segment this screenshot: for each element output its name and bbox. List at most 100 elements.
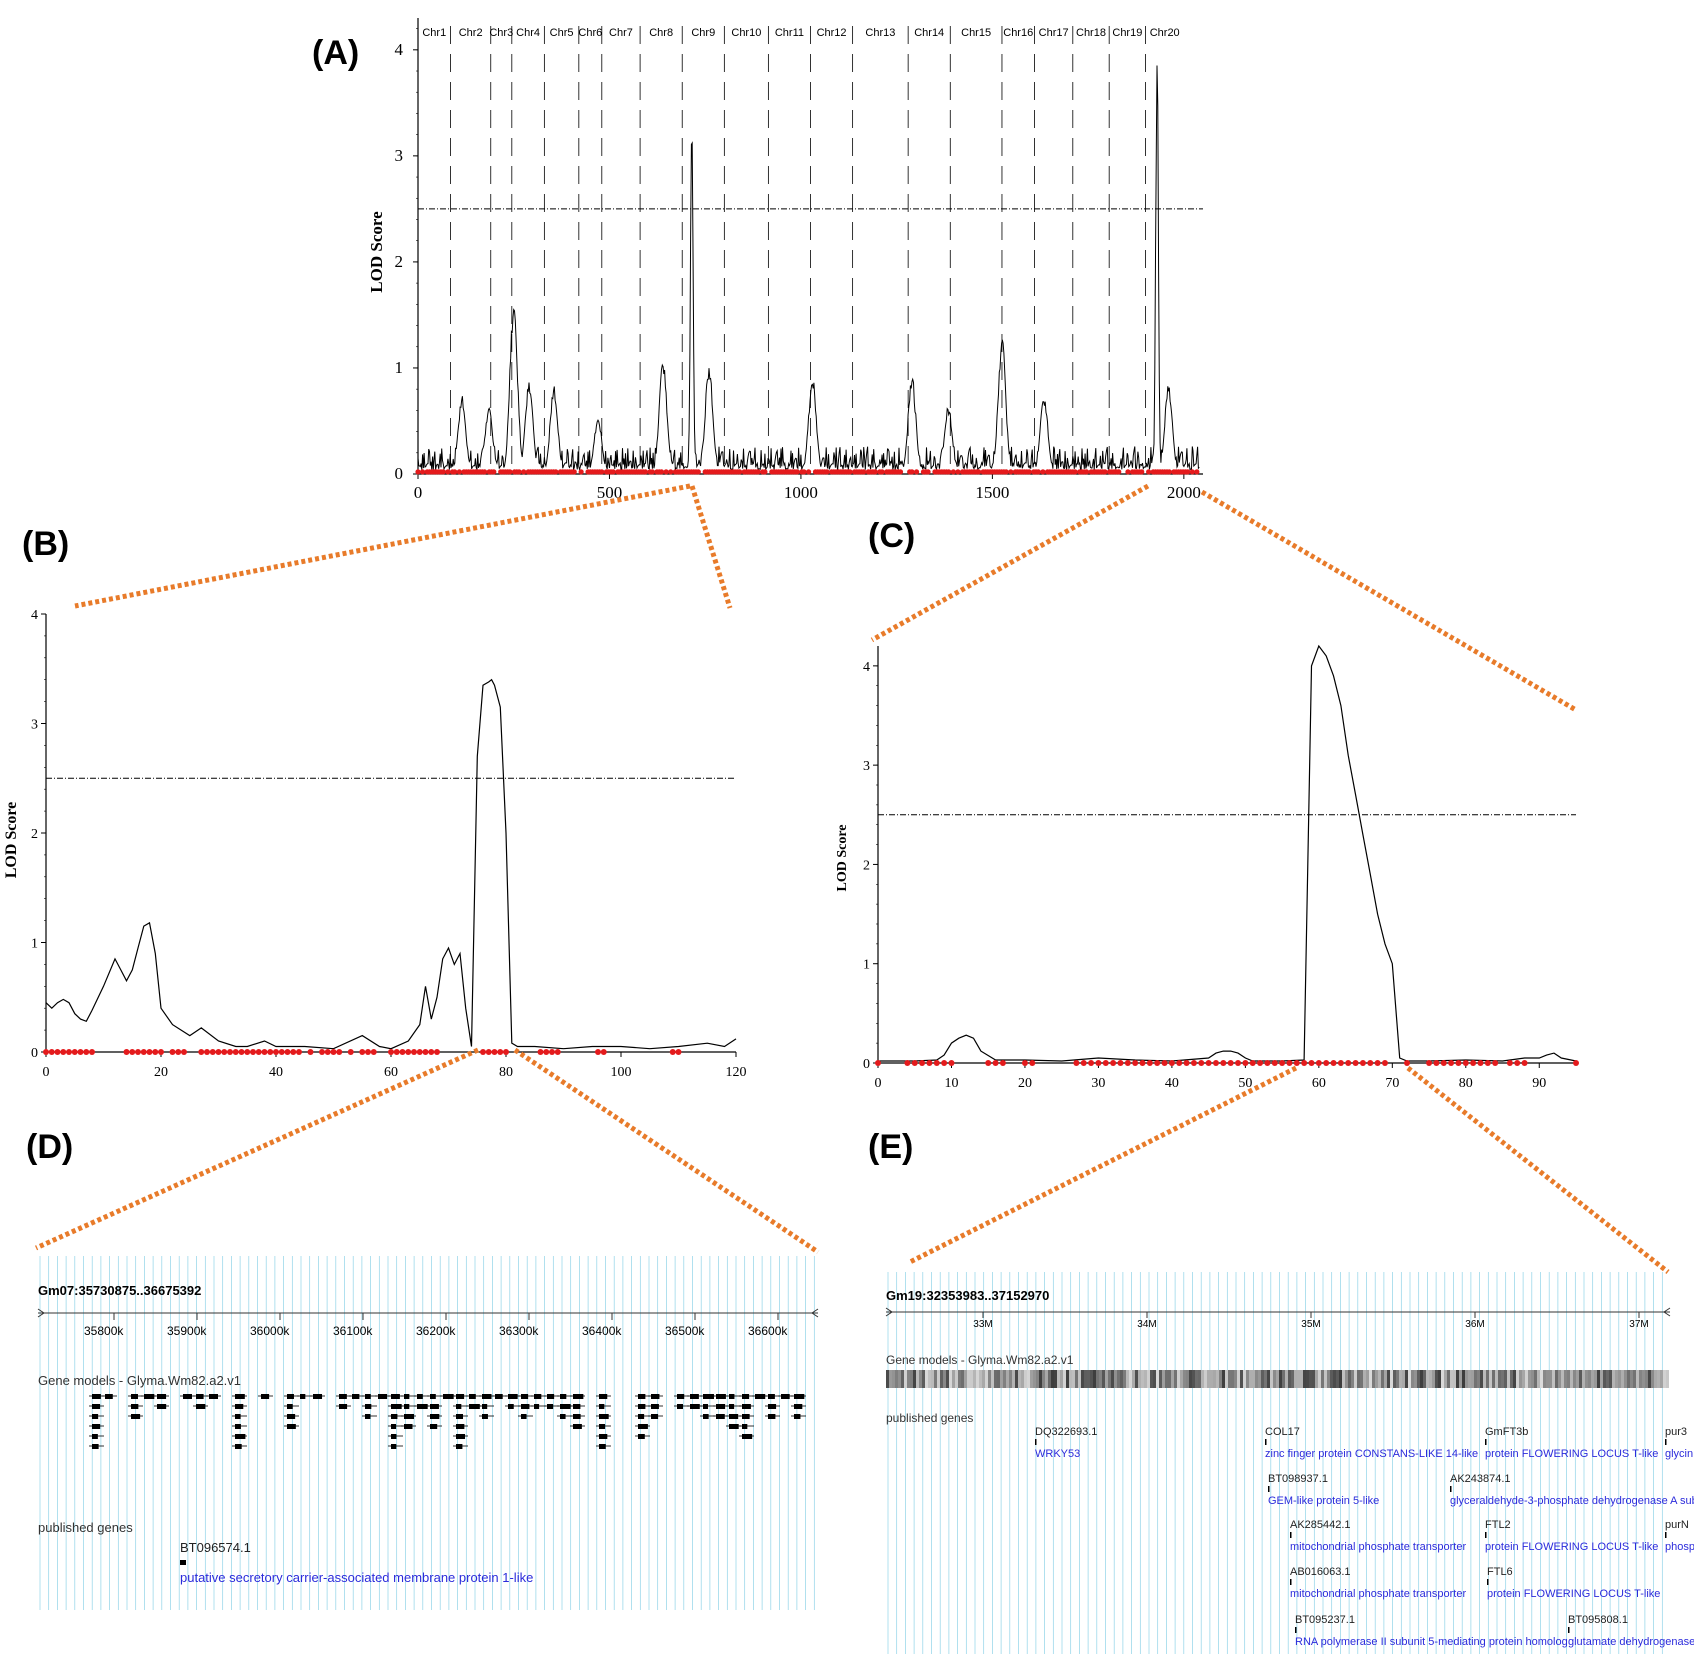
marker-point xyxy=(1176,1060,1183,1066)
marker-point xyxy=(1194,469,1200,475)
gene-model xyxy=(235,1414,241,1419)
marker-point xyxy=(60,1049,67,1055)
gene-model xyxy=(482,1404,488,1409)
marker-point xyxy=(261,1049,268,1055)
gene-model xyxy=(547,1394,555,1399)
published-gene-mark xyxy=(1568,1627,1570,1633)
marker-point xyxy=(933,1060,940,1066)
marker-point xyxy=(399,1049,406,1055)
marker-point xyxy=(71,1049,78,1055)
gene-model-density xyxy=(1564,1370,1567,1388)
gene-model-density xyxy=(982,1370,985,1388)
chromosome-label: Chr7 xyxy=(609,27,633,39)
marker-point xyxy=(244,1049,251,1055)
gene-model xyxy=(404,1424,413,1429)
gene-model xyxy=(105,1394,113,1399)
published-gene-mark xyxy=(1665,1439,1667,1445)
marker-point xyxy=(794,469,800,475)
marker-point xyxy=(152,1049,159,1055)
marker-point xyxy=(296,1049,302,1055)
gene-model-density xyxy=(1264,1370,1267,1388)
gene-model xyxy=(456,1404,462,1409)
gene-model xyxy=(391,1424,397,1429)
gene-model-density xyxy=(1141,1370,1144,1388)
marker-point xyxy=(985,1060,992,1066)
gene-model-density xyxy=(910,1370,913,1388)
gene-model xyxy=(768,1404,777,1409)
published-gene-mark xyxy=(1485,1532,1487,1538)
gene-model-density xyxy=(955,1370,958,1388)
gene-model-density xyxy=(1585,1370,1588,1388)
gene-model-density xyxy=(1192,1370,1195,1388)
gene-model xyxy=(690,1404,700,1409)
published-gene-desc: protein FLOWERING LOCUS T-like xyxy=(1485,1448,1658,1460)
marker-point xyxy=(1404,1060,1411,1066)
gene-model-density xyxy=(1552,1370,1555,1388)
gene-model xyxy=(573,1404,581,1409)
gene-model-density xyxy=(1372,1370,1375,1388)
marker-point xyxy=(48,1049,55,1055)
marker-point xyxy=(405,1049,412,1055)
zoom-connectors xyxy=(34,483,1670,1274)
chromosome-label: Chr10 xyxy=(731,27,761,39)
marker-point xyxy=(273,1049,279,1055)
marker-point xyxy=(1264,1060,1271,1066)
gene-model-density xyxy=(1495,1370,1498,1388)
marker-point xyxy=(129,1049,136,1055)
browser-e-published-label: published genes xyxy=(886,1411,973,1425)
gene-model-density xyxy=(1531,1370,1534,1388)
marker-point xyxy=(1573,1060,1579,1066)
marker-point xyxy=(948,1060,955,1066)
gene-model-density xyxy=(1432,1370,1435,1388)
gene-model-density xyxy=(1594,1370,1597,1388)
gene-model-density xyxy=(916,1370,919,1388)
chromosome-label: Chr2 xyxy=(459,27,483,39)
gene-model xyxy=(235,1404,244,1409)
published-gene-mark xyxy=(1665,1532,1667,1538)
gene-model-density xyxy=(952,1370,955,1388)
gene-model-density xyxy=(1111,1370,1114,1388)
gene-model xyxy=(560,1414,566,1419)
gene-model-density xyxy=(949,1370,952,1388)
gene-model xyxy=(430,1424,438,1429)
marker-point xyxy=(221,1049,228,1055)
gene-model-density xyxy=(1357,1370,1360,1388)
marker-point xyxy=(428,1049,435,1055)
gene-model xyxy=(92,1434,98,1439)
gene-model-density xyxy=(1342,1370,1345,1388)
gene-model-density xyxy=(1654,1370,1657,1388)
gene-model xyxy=(794,1394,805,1399)
gene-model xyxy=(300,1394,306,1399)
gene-model-density xyxy=(973,1370,976,1388)
gene-model xyxy=(456,1444,463,1449)
gene-model-density xyxy=(1030,1370,1033,1388)
gene-model xyxy=(651,1414,659,1419)
marker-point xyxy=(1514,1060,1521,1066)
gene-model-density xyxy=(1591,1370,1594,1388)
marker-point xyxy=(1146,469,1152,475)
y-tick-label: 4 xyxy=(31,608,38,623)
gene-model-density xyxy=(1261,1370,1264,1388)
marker-point xyxy=(319,1049,325,1055)
gene-model xyxy=(508,1404,514,1409)
gene-model xyxy=(677,1394,685,1399)
gene-model xyxy=(742,1424,748,1429)
marker-point xyxy=(875,1060,881,1066)
gene-model-density xyxy=(1177,1370,1180,1388)
published-gene-desc: glutamate dehydrogenase xyxy=(1568,1636,1694,1648)
marker-point xyxy=(140,1049,147,1055)
gene-model-density xyxy=(1240,1370,1243,1388)
published-gene-mark xyxy=(1268,1486,1270,1492)
marker-point xyxy=(1189,469,1195,475)
gene-model-density xyxy=(892,1370,895,1388)
gene-model-density xyxy=(1645,1370,1648,1388)
ruler-tick-label: 35800k xyxy=(84,1324,124,1338)
marker-point xyxy=(1455,1060,1462,1066)
marker-point xyxy=(1492,1060,1499,1066)
gene-model xyxy=(482,1394,492,1399)
published-gene-id: DQ322693.1 xyxy=(1035,1426,1097,1438)
gene-model xyxy=(443,1394,454,1399)
marker-point xyxy=(480,1049,486,1055)
published-gene-id: AB016063.1 xyxy=(1290,1566,1351,1578)
gene-model-density xyxy=(1300,1370,1303,1388)
